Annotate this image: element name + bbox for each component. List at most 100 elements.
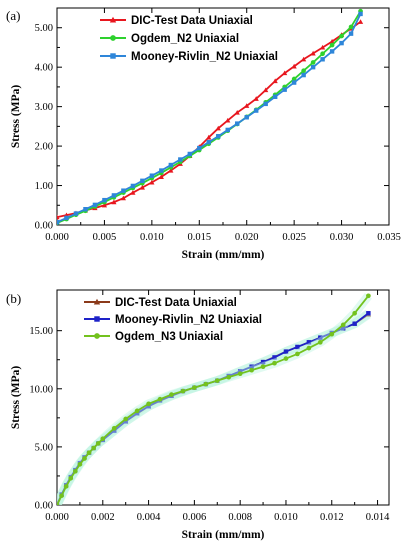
- data-point: [249, 364, 254, 369]
- data-point: [291, 76, 297, 82]
- legend: DIC-Test Data Uniaxial Ogdem_N2 Uniaxial M…: [100, 15, 278, 63]
- x-tick-label: 0.014: [366, 512, 390, 523]
- legend-entry: Ogdem_N3 Uniaxial: [115, 331, 223, 343]
- legend-marker: [94, 333, 100, 339]
- x-tick-label: 0.002: [91, 512, 115, 523]
- data-point: [317, 339, 323, 345]
- data-point: [244, 115, 249, 120]
- data-point: [192, 385, 197, 390]
- data-point: [130, 190, 136, 195]
- data-point: [282, 70, 288, 76]
- data-point: [111, 193, 117, 198]
- data-point: [301, 56, 307, 62]
- x-tick-label: 0.012: [320, 512, 344, 523]
- data-point: [352, 321, 357, 326]
- data-point: [244, 103, 250, 108]
- data-point: [283, 349, 289, 354]
- data-point: [157, 396, 163, 402]
- data-point: [215, 125, 221, 131]
- data-point: [348, 31, 354, 36]
- data-point: [310, 60, 316, 65]
- legend-entry: DIC-Test Data Uniaxial: [131, 15, 253, 27]
- data-point: [159, 168, 164, 173]
- y-tick-label: 5.00: [35, 442, 53, 453]
- data-point: [366, 311, 371, 316]
- data-point: [272, 94, 278, 99]
- data-point: [123, 416, 129, 422]
- y-tick-label: 0.00: [35, 501, 53, 512]
- data-point: [272, 360, 277, 366]
- legend-entry: Ogdem_N2 Uniaxial: [131, 33, 239, 45]
- x-tick-label: 0.015: [187, 232, 211, 243]
- panel-label: (a): [6, 8, 20, 23]
- data-point: [95, 441, 101, 446]
- y-tick-label: 5.00: [35, 23, 53, 34]
- chart-panel-a: 0.000 0.005 0.010 0.015 0.020 0.025 0.030 0.035…: [6, 7, 401, 261]
- data-point: [237, 371, 243, 377]
- data-point: [282, 87, 287, 92]
- data-point: [180, 388, 186, 394]
- legend-entry: Mooney-Rivlin_N2 Uniaxial: [131, 51, 278, 63]
- data-point: [101, 202, 108, 208]
- legend-marker: [110, 53, 116, 59]
- data-point: [59, 493, 64, 499]
- data-point: [260, 359, 266, 365]
- y-axis-label: Stress (MPa): [10, 366, 22, 430]
- data-point: [291, 80, 297, 85]
- data-point: [92, 202, 98, 208]
- data-point: [357, 19, 364, 24]
- panel-label: (b): [6, 291, 21, 306]
- data-point: [178, 157, 183, 162]
- data-point: [320, 51, 325, 57]
- data-point: [283, 356, 289, 361]
- data-point: [197, 145, 202, 151]
- data-point: [225, 127, 230, 133]
- y-tick-label: 15.00: [29, 326, 53, 337]
- series-line: [57, 295, 370, 505]
- data-point: [83, 207, 88, 212]
- data-point: [140, 178, 145, 184]
- data-point: [91, 445, 96, 451]
- data-point: [57, 220, 60, 225]
- data-point: [329, 49, 335, 54]
- series-halo: [57, 293, 372, 505]
- chart-panel-b: 0.000 0.002 0.004 0.006 0.008 0.010 0.012 0.014…: [6, 289, 390, 541]
- data-point: [139, 184, 145, 190]
- legend-marker: [93, 298, 101, 305]
- x-tick-label: 0.008: [228, 512, 252, 523]
- data-point: [358, 11, 363, 17]
- data-point: [72, 468, 78, 474]
- x-tick-label: 0.035: [377, 232, 401, 243]
- x-tick-label: 0.010: [274, 512, 298, 523]
- data-point: [57, 214, 60, 220]
- y-tick-label: 2.00: [35, 142, 53, 153]
- data-point: [102, 197, 107, 203]
- data-point: [214, 378, 220, 383]
- data-point: [234, 109, 240, 115]
- x-axis-label: Strain (mm/mm): [182, 529, 265, 541]
- legend-marker: [110, 35, 116, 41]
- x-tick-label: 0.000: [45, 512, 69, 523]
- series-2: [57, 11, 363, 225]
- data-point: [249, 367, 254, 373]
- series-line: [57, 13, 362, 224]
- data-point: [111, 425, 117, 431]
- data-point: [301, 72, 306, 78]
- data-point: [100, 436, 106, 442]
- data-point: [158, 174, 164, 179]
- data-point: [226, 374, 232, 380]
- data-point: [206, 134, 212, 140]
- data-point: [146, 401, 151, 407]
- x-tick-label: 0.000: [45, 232, 69, 243]
- data-point: [120, 195, 126, 201]
- data-point: [225, 117, 231, 123]
- y-axis-label: Stress (MPa): [10, 85, 22, 149]
- data-point: [169, 392, 174, 397]
- legend-entry: DIC-Test Data Uniaxial: [115, 297, 237, 309]
- y-tick-label: 1.00: [35, 181, 53, 192]
- data-point: [340, 326, 346, 331]
- data-point: [168, 167, 174, 173]
- data-point: [272, 78, 278, 84]
- data-point: [235, 121, 240, 126]
